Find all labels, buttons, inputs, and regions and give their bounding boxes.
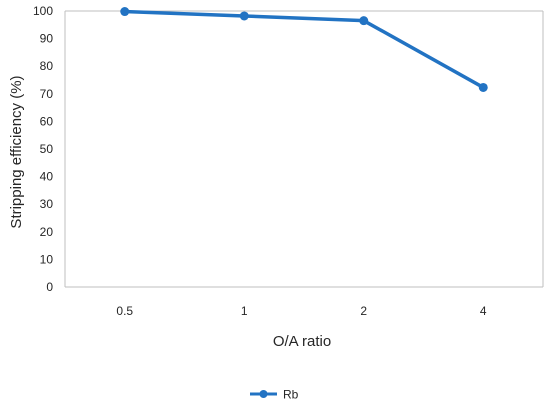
y-axis-ticks: 0 10 20 30 40 50 60 70 80 90 100 [33, 4, 53, 294]
y-tick-label: 100 [33, 4, 53, 18]
y-tick-label: 10 [40, 252, 54, 266]
x-axis-title: O/A ratio [273, 333, 331, 350]
legend-dot-marker [259, 390, 268, 398]
y-tick-label: 90 [40, 32, 54, 46]
series-layer [120, 7, 488, 92]
x-tick-label: 0.5 [116, 304, 133, 318]
y-tick-label: 30 [40, 197, 54, 211]
y-tick-label: 70 [40, 87, 54, 101]
y-tick-label: 0 [46, 280, 53, 294]
data-point [478, 82, 488, 92]
x-tick-label: 4 [480, 304, 487, 318]
data-point [239, 11, 249, 21]
x-tick-label: 2 [360, 304, 367, 318]
data-point [120, 7, 130, 17]
y-tick-label: 40 [40, 170, 54, 184]
y-tick-label: 50 [40, 142, 54, 156]
y-tick-label: 60 [40, 114, 54, 128]
series-line-rb [123, 9, 485, 90]
plot-area [64, 10, 544, 288]
x-tick-label: 1 [241, 304, 248, 318]
x-axis-ticks: 0.5 1 2 4 [116, 304, 487, 318]
y-tick-label: 20 [40, 225, 54, 239]
y-tick-label: 80 [40, 59, 54, 73]
legend-label-rb: Rb [283, 388, 299, 402]
data-point [359, 16, 369, 26]
legend: Rb [250, 388, 299, 402]
y-axis-title: Stripping efficiency (%) [8, 75, 25, 228]
